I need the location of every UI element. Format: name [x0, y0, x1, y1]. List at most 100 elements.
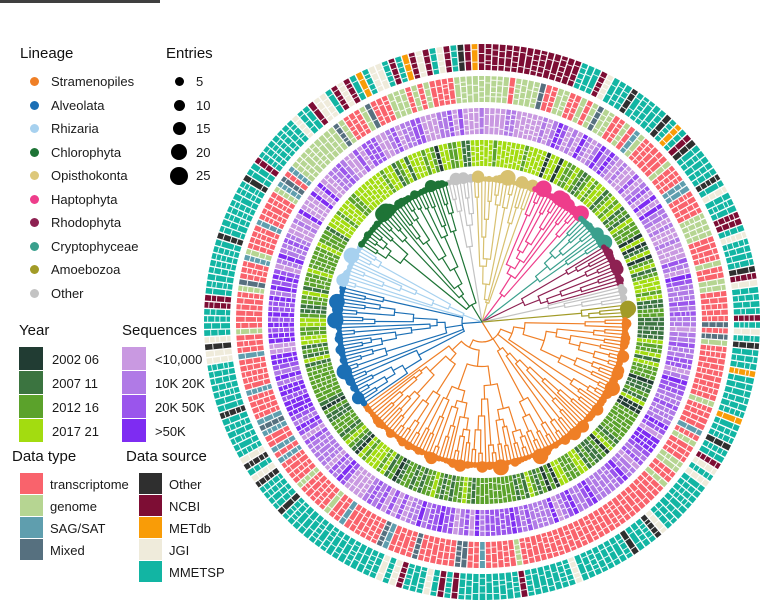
legend-item-label: 20 [196, 144, 211, 160]
year-swatch-2012-16 [19, 395, 43, 419]
legend-item: 20K 50K [122, 395, 205, 419]
legend-item: Other [20, 282, 138, 306]
entries-dot-20 [171, 144, 187, 161]
lineage-legend: Lineage Stramenopiles Alveolata Rhizaria… [20, 45, 138, 305]
legend-item: JGI [126, 539, 225, 561]
top-rule [0, 0, 160, 3]
tip-dots [327, 170, 637, 476]
lineage-swatch-other [30, 288, 39, 298]
legend-item-label: Opisthokonta [51, 168, 128, 184]
lineage-swatch-chlorophyta [30, 147, 39, 157]
entries-dot-15 [172, 122, 186, 136]
ring-data_type [236, 76, 728, 568]
lineage-swatch-amoebozoa [30, 265, 39, 275]
legend-item: 10 [166, 94, 213, 118]
legend-item-label: 2017 21 [52, 423, 99, 439]
legend-item: 25 [166, 164, 213, 188]
legend-item-label: Mixed [50, 542, 85, 558]
legend-item: transcriptome [12, 473, 129, 495]
legend-item: NCBI [126, 495, 225, 517]
legend-item: Stramenopiles [20, 70, 138, 94]
data-type-legend-title: Data type [12, 448, 77, 465]
tip-dot [351, 391, 365, 405]
clade-haptophyta [481, 191, 577, 323]
data-source-swatch-mmetsp [139, 561, 162, 583]
data-type-swatch-transcriptome [20, 473, 43, 495]
clade-chlorophyta [363, 186, 483, 323]
legend-item-label: Cryptophyceae [51, 238, 139, 254]
lineage-swatch-stramenopiles [30, 77, 39, 87]
data-source-legend-title: Data source [126, 448, 207, 465]
legend-item-label: 10 [196, 97, 211, 113]
legend-item-label: 15 [196, 121, 211, 137]
legend-item-label: genome [50, 498, 97, 514]
year-swatch-2017-21 [19, 419, 43, 443]
sequences-legend-title: Sequences [122, 322, 198, 339]
legend-item-label: Haptophyta [51, 191, 118, 207]
legend-item-label: transcriptome [50, 476, 129, 492]
legend-item: <10,000 [122, 347, 205, 371]
sequences-swatch-10k-20k [122, 371, 146, 395]
legend-item-label: Chlorophyta [51, 144, 122, 160]
legend-item: >50K [122, 419, 205, 443]
ring-year [300, 140, 664, 504]
tip-dot [438, 180, 446, 188]
legend-item: genome [12, 495, 129, 517]
legend-item-label: Other [169, 476, 202, 492]
clade-other-top [449, 181, 483, 323]
entries-dot-10 [173, 99, 185, 111]
legend-item-label: 5 [196, 74, 204, 90]
tip-dot [597, 234, 613, 250]
legend-item: Rhodophyta [20, 211, 138, 235]
legend-item: Alveolata [20, 94, 138, 118]
sequences-legend: Sequences <10,000 10K 20K 20K 50K >50K [122, 322, 205, 443]
ring-sequences [268, 107, 696, 537]
clade-amoebozoa [481, 305, 623, 323]
lineage-swatch-alveolata [30, 100, 39, 110]
legend-item: MMETSP [126, 561, 225, 583]
tip-dot [492, 459, 509, 476]
legend-item: 2007 11 [19, 371, 99, 395]
legend-item: Rhizaria [20, 117, 138, 141]
data-source-swatch-metdb [139, 517, 162, 539]
legend-item: 2002 06 [19, 347, 99, 371]
entries-dot-5 [174, 77, 184, 87]
lineage-legend-title: Lineage [20, 45, 74, 62]
entries-dot-25 [170, 166, 188, 185]
legend-item: METdb [126, 517, 225, 539]
data-type-swatch-sag-sat [20, 517, 43, 539]
annotation-rings [204, 44, 760, 600]
legend-item-label: 2007 11 [52, 375, 99, 391]
ring-data_source [204, 44, 760, 600]
clade-cryptophyceae [481, 220, 600, 323]
legend-item-label: 25 [196, 168, 211, 184]
lineage-swatch-rhizaria [30, 124, 39, 134]
entries-legend: Entries 5 10 15 20 25 [166, 45, 213, 188]
legend-item: 5 [166, 70, 213, 94]
legend-item: 15 [166, 117, 213, 141]
sequences-swatch-lt10000 [122, 347, 146, 371]
data-type-legend: Data type transcriptome genome SAG/SAT M… [12, 448, 129, 561]
lineage-swatch-cryptophyceae [30, 241, 39, 251]
lineage-swatch-rhodophyta [30, 218, 39, 228]
legend-item-label: Alveolata [51, 97, 105, 113]
data-type-swatch-genome [20, 495, 43, 517]
clade-stramenopiles [368, 319, 623, 463]
tip-dot [443, 181, 449, 187]
legend-item-label: Rhizaria [51, 121, 99, 137]
legend-item-label: Rhodophyta [51, 215, 122, 231]
legend-item-label: JGI [169, 542, 190, 558]
legend-item: 2017 21 [19, 419, 99, 443]
legend-item: SAG/SAT [12, 517, 129, 539]
entries-legend-title: Entries [166, 45, 213, 62]
data-type-swatch-mixed [20, 539, 43, 561]
legend-item: Amoebozoa [20, 258, 138, 282]
year-legend: Year 2002 06 2007 11 2012 16 2017 21 [19, 322, 99, 443]
legend-item: 20 [166, 141, 213, 165]
legend-item-label: 2012 16 [52, 399, 99, 415]
tip-dot [572, 205, 589, 222]
sequences-swatch-20k-50k [122, 395, 146, 419]
clade-rhodophyta [481, 248, 618, 323]
clade-rhizaria [346, 248, 483, 323]
legend-item-label: METdb [169, 520, 211, 536]
